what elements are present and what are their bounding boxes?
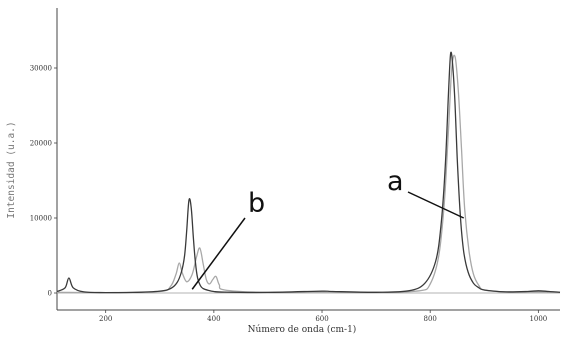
- x-tick-label: 800: [424, 315, 437, 323]
- y-tick-label: 20000: [30, 140, 52, 148]
- x-tick-label: 200: [99, 315, 112, 323]
- y-tick-label: 30000: [30, 65, 52, 73]
- y-tick-label: 10000: [30, 215, 52, 223]
- annotation-b-label: b: [248, 188, 265, 219]
- y-axis-label: Intensidad (u.a.): [6, 121, 17, 218]
- annotation-b-line: [191, 217, 246, 290]
- series-layer: [56, 51, 561, 294]
- x-tick-label: 600: [315, 315, 328, 323]
- annotation-a-line: [407, 191, 465, 219]
- x-tick-label: 400: [207, 315, 220, 323]
- y-tick-label: 0: [48, 290, 52, 298]
- x-tick-label: 1000: [529, 315, 547, 323]
- spectrum-series-dark: [56, 51, 561, 294]
- x-axis-label: Número de onda (cm-1): [248, 324, 357, 335]
- annotation-layer: ab: [191, 166, 465, 290]
- annotation-a-label: a: [387, 166, 404, 197]
